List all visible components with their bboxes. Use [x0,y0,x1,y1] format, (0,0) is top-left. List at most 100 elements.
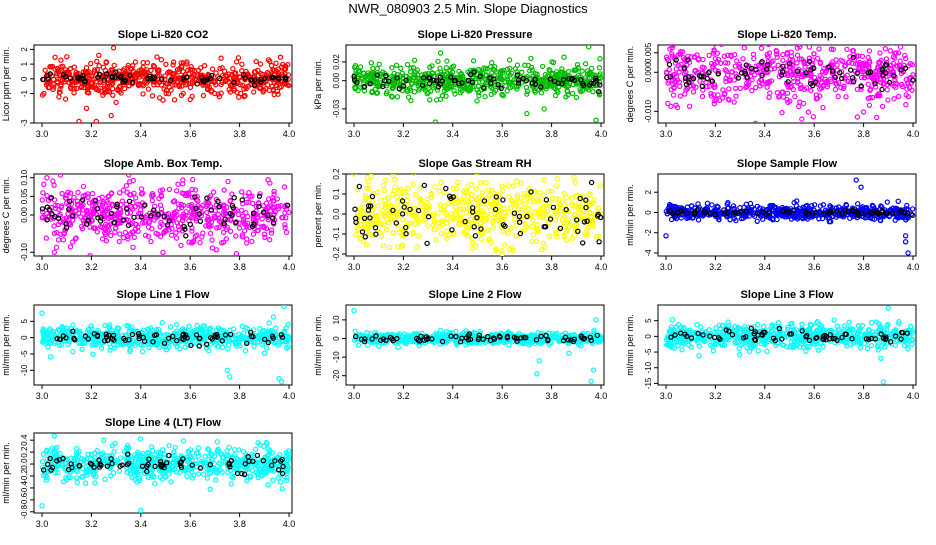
x-tick-label: 3.2 [709,262,722,272]
data-point [710,203,714,207]
points-layer [41,46,291,124]
data-point [547,234,551,238]
x-tick-label: 3.6 [808,129,821,139]
data-point [503,243,507,247]
x-tick-label: 3.8 [545,129,558,139]
data-point [149,239,153,243]
data-point [806,110,810,114]
data-point [500,184,504,188]
data-point [678,94,682,98]
data-point [80,347,84,351]
data-point [885,88,889,92]
data-point [45,176,49,180]
x-tick-label: 3.6 [496,129,509,139]
data-point [159,58,163,62]
data-point [664,234,668,238]
chart-title: Slope Amb. Box Temp. [104,158,223,170]
data-point [236,213,240,217]
y-tick-label: 0.005 [644,42,653,63]
data-point [835,63,839,67]
data-point [855,115,859,119]
data-point [888,49,892,53]
x-tick-label: 3.6 [184,391,197,401]
data-point [232,196,236,200]
x-tick-label: 4.0 [907,262,920,272]
data-point [187,324,191,328]
data-point [571,91,575,95]
y-axis-label: kPa per min. [313,59,323,110]
x-tick-label: 3.0 [36,262,49,272]
data-point [425,241,429,245]
data-point [53,55,57,59]
data-point [474,187,478,191]
data-point [428,98,432,102]
data-point [530,225,534,229]
data-point [176,182,180,186]
x-tick-label: 3.4 [447,129,460,139]
data-point [210,238,214,242]
y-tick-label: -0.2 [332,247,341,261]
data-point [501,230,505,234]
data-point [150,199,154,203]
data-point [375,190,379,194]
data-point [395,95,399,99]
data-point [515,179,519,183]
x-tick-label: 3.0 [36,129,49,139]
x-tick-label: 3.4 [135,129,148,139]
data-point [805,16,809,20]
data-point [845,47,849,51]
data-point [714,37,718,41]
data-point [456,180,460,184]
data-point [195,323,199,327]
y-tick-label: -0.03 [332,99,341,118]
data-point [61,238,65,242]
data-point [439,180,443,184]
data-point [547,189,551,193]
data-point [731,40,735,44]
data-point [399,66,403,70]
chart-title: Slope Li-820 Pressure [418,29,533,41]
data-point [42,182,46,186]
data-point [150,94,154,98]
x-tick-label: 3.6 [184,129,197,139]
x-tick-label: 3.4 [759,262,772,272]
data-point [585,214,589,218]
data-point [72,91,76,95]
data-point [141,61,145,65]
data-point [678,84,682,88]
chart-title: Slope Sample Flow [737,158,838,170]
data-point [390,66,394,70]
data-point [219,56,223,60]
data-point [57,95,61,99]
data-point [742,46,746,50]
data-point [380,234,384,238]
data-point [439,232,443,236]
data-point [99,346,103,350]
x-tick-label: 3.6 [184,262,197,272]
data-point [54,245,58,249]
data-point [553,218,557,222]
data-point [54,163,58,167]
data-point [64,97,68,101]
data-point [524,85,528,89]
data-point [225,368,229,372]
data-point [732,100,736,104]
x-tick-label: 4.0 [595,262,608,272]
data-point [562,55,566,59]
data-point [258,62,262,66]
y-tick-label: 0.02 [332,54,341,70]
data-point [673,33,677,37]
data-point [438,66,442,70]
data-point [437,189,441,193]
x-tick-label: 3.4 [759,129,772,139]
x-tick-label: 3.8 [233,391,246,401]
data-point [671,93,675,97]
x-tick-label: 4.0 [595,129,608,139]
data-point [877,25,881,29]
data-point [235,60,239,64]
data-point [52,224,56,228]
data-point [250,239,254,243]
data-point [161,250,165,254]
data-point [267,321,271,325]
